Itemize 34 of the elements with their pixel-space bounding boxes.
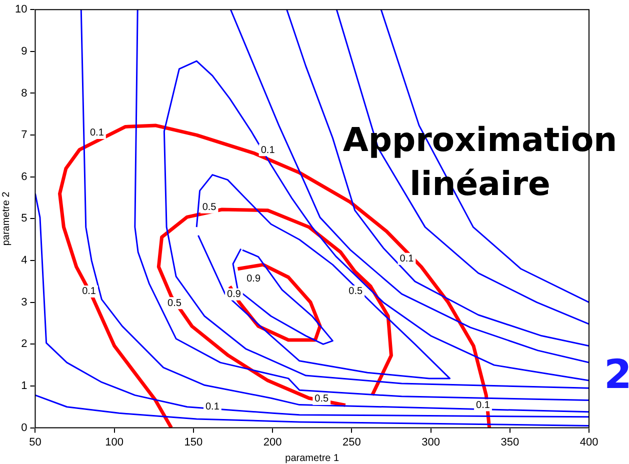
y-tick-label: 2 bbox=[21, 338, 28, 350]
y-tick-label: 7 bbox=[21, 129, 28, 142]
y-tick-label: 9 bbox=[21, 45, 28, 58]
annotation: 0.1 bbox=[82, 286, 96, 298]
x-tick-label: 350 bbox=[500, 436, 520, 448]
annotation: 0.1 bbox=[260, 144, 276, 156]
annotation: 0.1 bbox=[205, 402, 220, 413]
y-tick-label: 1 bbox=[21, 380, 28, 392]
annotation: 0.5 bbox=[168, 298, 182, 309]
x-axis-title: parametre 1 bbox=[285, 452, 340, 464]
annotation: 0.1 bbox=[400, 254, 414, 265]
y-tick-label: 5 bbox=[21, 212, 28, 225]
annotation: 0.1 bbox=[476, 400, 490, 411]
y-tick-label: 0 bbox=[21, 422, 28, 434]
annotation: 0.5 bbox=[314, 394, 329, 405]
text: 2 bbox=[604, 352, 629, 398]
y-tick-label: 10 bbox=[14, 4, 28, 16]
y-tick-label: 3 bbox=[21, 296, 28, 308]
annotation: 0.5 bbox=[202, 202, 217, 214]
x-tick-label: 250 bbox=[342, 436, 361, 448]
y-tick-label: 4 bbox=[21, 254, 28, 267]
x-tick-label: 200 bbox=[263, 436, 282, 448]
x-tick-label: 400 bbox=[580, 436, 598, 448]
x-tick-label: 100 bbox=[105, 436, 124, 448]
annotation: 0.1 bbox=[90, 128, 104, 139]
y-axis-title: parametre 2 bbox=[0, 191, 12, 246]
x-tick-label: 150 bbox=[184, 436, 203, 448]
annotation: 0.5 bbox=[348, 286, 364, 298]
y-tick-label: 6 bbox=[21, 170, 28, 183]
y-tick-label: 8 bbox=[21, 87, 28, 100]
x-tick-label: 50 bbox=[29, 436, 42, 448]
annotation: 0.9 bbox=[227, 289, 242, 300]
annotation: 0.9 bbox=[246, 273, 261, 284]
x-tick-label: 300 bbox=[422, 436, 440, 448]
